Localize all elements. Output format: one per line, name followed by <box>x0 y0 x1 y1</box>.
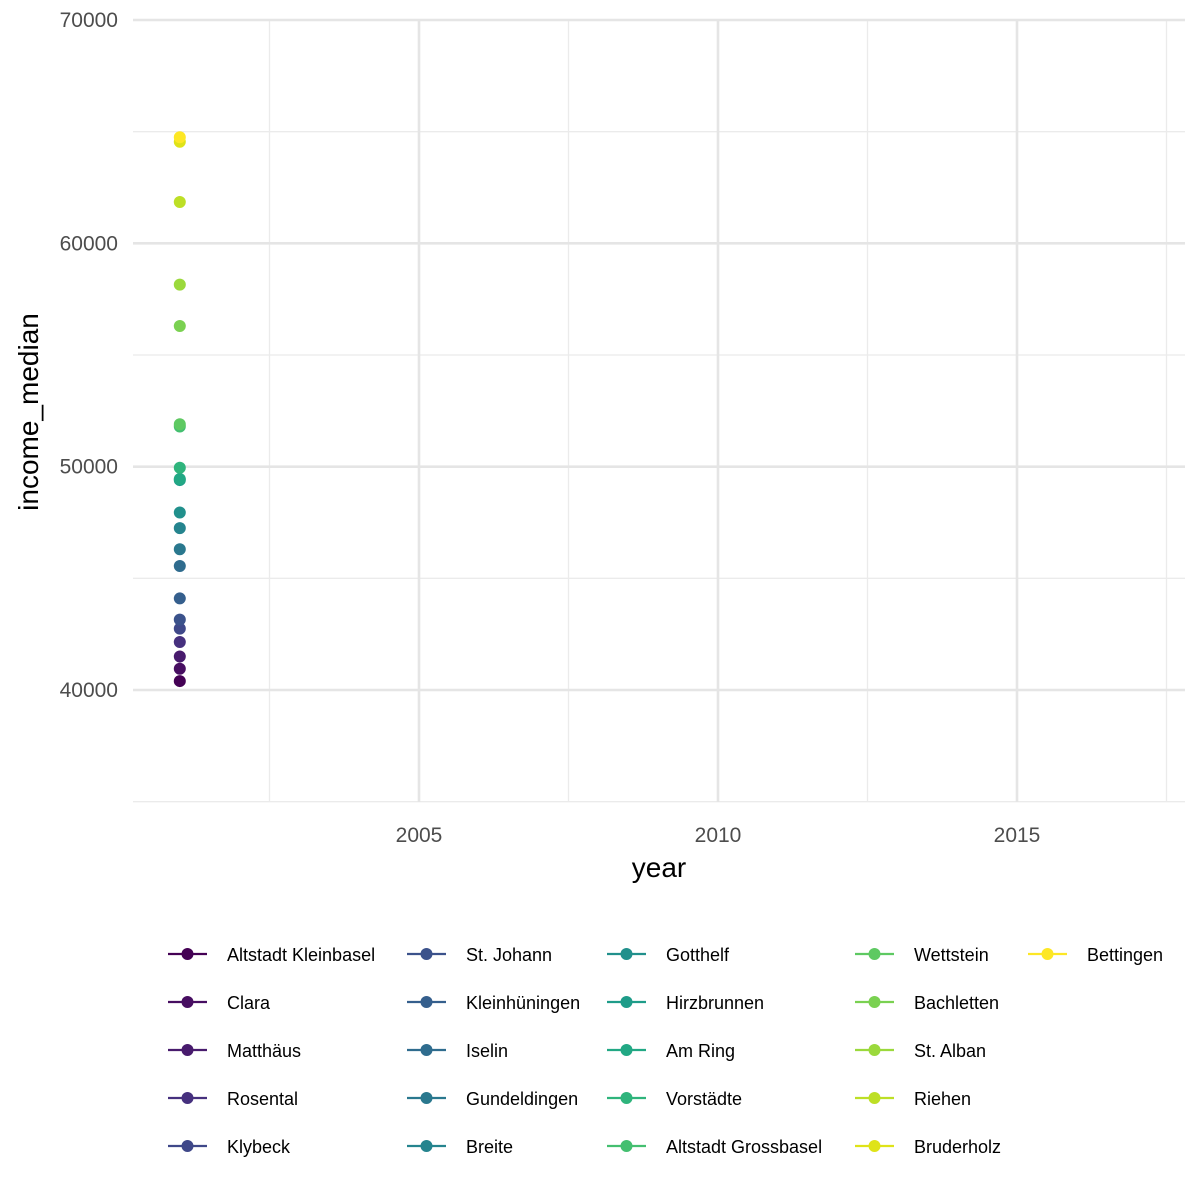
legend-label: Am Ring <box>666 1041 735 1061</box>
data-point <box>173 319 186 332</box>
y-tick-label: 70000 <box>60 9 118 32</box>
y-tick-labels: 40000 50000 60000 70000 <box>60 9 118 702</box>
legend-label: Hirzbrunnen <box>666 993 764 1013</box>
legend-key-point <box>620 1092 633 1104</box>
legend-key-point <box>181 1092 194 1104</box>
legend-key-point <box>868 996 881 1008</box>
legend-key-point <box>181 1044 194 1056</box>
data-point <box>173 418 186 431</box>
legend-item: Altstadt Grossbasel <box>607 1137 822 1157</box>
legend-label: Rosental <box>227 1089 298 1109</box>
legend-item: Am Ring <box>607 1041 735 1061</box>
y-axis-title: income_median <box>13 313 44 511</box>
legend-item: Klybeck <box>168 1137 291 1157</box>
legend-key-point <box>420 1044 433 1056</box>
legend-label: St. Alban <box>914 1041 986 1061</box>
data-point <box>173 543 186 556</box>
y-tick-label: 60000 <box>60 232 118 255</box>
x-tick-label: 2010 <box>695 824 742 847</box>
data-point <box>173 196 186 209</box>
legend-label: Vorstädte <box>666 1089 742 1109</box>
legend-label: Bachletten <box>914 993 999 1013</box>
legend-label: Kleinhüningen <box>466 993 580 1013</box>
legend-label: Iselin <box>466 1041 508 1061</box>
data-point <box>173 662 186 675</box>
data-point <box>173 461 186 474</box>
legend-item: Rosental <box>168 1089 298 1109</box>
legend-label: Matthäus <box>227 1041 301 1061</box>
legend-key-point <box>1041 948 1054 960</box>
legend-item: Wettstein <box>855 945 989 965</box>
legend-item: Bettingen <box>1028 945 1163 965</box>
y-tick-label: 50000 <box>60 456 118 479</box>
x-tick-label: 2015 <box>994 824 1041 847</box>
legend-key-point <box>420 1140 433 1152</box>
data-point <box>173 131 186 144</box>
legend-label: Bettingen <box>1087 945 1163 965</box>
data-point <box>173 650 186 663</box>
legend-item: Bruderholz <box>855 1137 1001 1157</box>
legend-label: Altstadt Grossbasel <box>666 1137 822 1157</box>
data-point <box>173 613 186 626</box>
legend-item: Breite <box>407 1137 513 1157</box>
legend-key-point <box>420 948 433 960</box>
legend-key-point <box>181 1140 194 1152</box>
major-gridlines <box>133 18 1185 802</box>
legend-item: Iselin <box>407 1041 508 1061</box>
legend-item: Gundeldingen <box>407 1089 578 1109</box>
legend-key-point <box>620 1140 633 1152</box>
data-point <box>173 622 186 635</box>
legend-key-point <box>868 1092 881 1104</box>
x-tick-label: 2005 <box>396 824 443 847</box>
legend-label: Gotthelf <box>666 945 730 965</box>
legend-label: Bruderholz <box>914 1137 1001 1157</box>
legend-label: Riehen <box>914 1089 971 1109</box>
legend-label: Altstadt Kleinbasel <box>227 945 375 965</box>
x-tick-labels: 2005 2010 2015 <box>396 824 1041 847</box>
legend-item: Bachletten <box>855 993 999 1013</box>
data-point <box>173 675 186 688</box>
legend-key-point <box>420 1092 433 1104</box>
legend-item: Gotthelf <box>607 945 730 965</box>
legend-item: St. Johann <box>407 945 552 965</box>
data-point <box>173 522 186 535</box>
data-point <box>173 472 186 485</box>
legend-key-point <box>868 948 881 960</box>
legend-key-point <box>181 996 194 1008</box>
minor-gridlines <box>133 20 1185 803</box>
legend-key-point <box>620 948 633 960</box>
legend-item: Clara <box>168 993 271 1013</box>
legend-key-point <box>181 948 194 960</box>
legend-item: St. Alban <box>855 1041 986 1061</box>
data-point <box>173 506 186 519</box>
legend-item: Altstadt Kleinbasel <box>168 945 375 965</box>
legend-label: Wettstein <box>914 945 989 965</box>
data-point <box>173 592 186 605</box>
legend-key-point <box>420 996 433 1008</box>
legend-item: Kleinhüningen <box>407 993 580 1013</box>
legend-item: Riehen <box>855 1089 971 1109</box>
legend-label: Klybeck <box>227 1137 291 1157</box>
data-point <box>173 635 186 648</box>
legend-item: Hirzbrunnen <box>607 993 764 1013</box>
data-points <box>173 131 186 688</box>
legend-label: St. Johann <box>466 945 552 965</box>
x-axis-title: year <box>632 852 686 883</box>
legend-key-point <box>868 1140 881 1152</box>
legend-label: Gundeldingen <box>466 1089 578 1109</box>
legend-item: Matthäus <box>168 1041 301 1061</box>
legend-item: Vorstädte <box>607 1089 742 1109</box>
y-tick-label: 40000 <box>60 679 118 702</box>
legend-key-point <box>868 1044 881 1056</box>
legend: Altstadt Kleinbasel Clara Matthäus Rosental… <box>168 945 1163 1157</box>
data-point <box>173 560 186 573</box>
legend-label: Breite <box>466 1137 513 1157</box>
legend-key-point <box>620 1044 633 1056</box>
legend-label: Clara <box>227 993 271 1013</box>
data-point <box>173 278 186 291</box>
legend-key-point <box>620 996 633 1008</box>
